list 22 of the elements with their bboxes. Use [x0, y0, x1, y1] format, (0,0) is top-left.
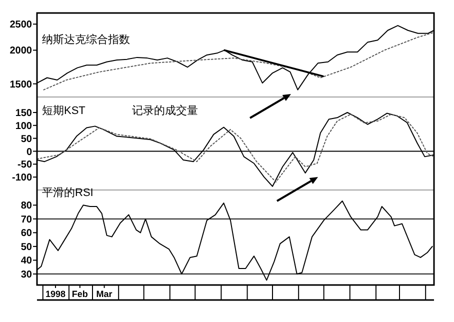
annotation: 记录的成交量 — [132, 104, 198, 117]
y-tick-label: 2500 — [10, 20, 32, 31]
y-tick-label: 70 — [20, 214, 32, 226]
y-tick-label: -50 — [18, 160, 32, 171]
y-tick-label: 50 — [20, 134, 32, 145]
y-tick-label: 1500 — [10, 79, 32, 90]
y-tick-label: 50 — [20, 242, 32, 253]
y-tick-label: 80 — [20, 200, 32, 212]
x-tick-label: 1998 — [45, 289, 66, 299]
chart-title: 平滑的RSI — [42, 187, 94, 199]
text: 纳斯达克综合指数 — [42, 33, 130, 46]
y-tick-label: -100 — [12, 172, 32, 184]
y-tick-label: 40 — [20, 256, 32, 267]
y-tick-label: 30 — [20, 269, 32, 280]
y-tick-label: 2000 — [10, 46, 32, 57]
x-tick-label: Feb — [72, 289, 88, 299]
y-tick-label: 100 — [15, 120, 32, 132]
y-tick-label: 60 — [20, 228, 32, 240]
x-tick-label: Mar — [96, 289, 113, 299]
y-tick-label: 150 — [15, 108, 32, 119]
y-tick-label: 0 — [26, 146, 32, 158]
text: 短期KST — [42, 105, 86, 117]
